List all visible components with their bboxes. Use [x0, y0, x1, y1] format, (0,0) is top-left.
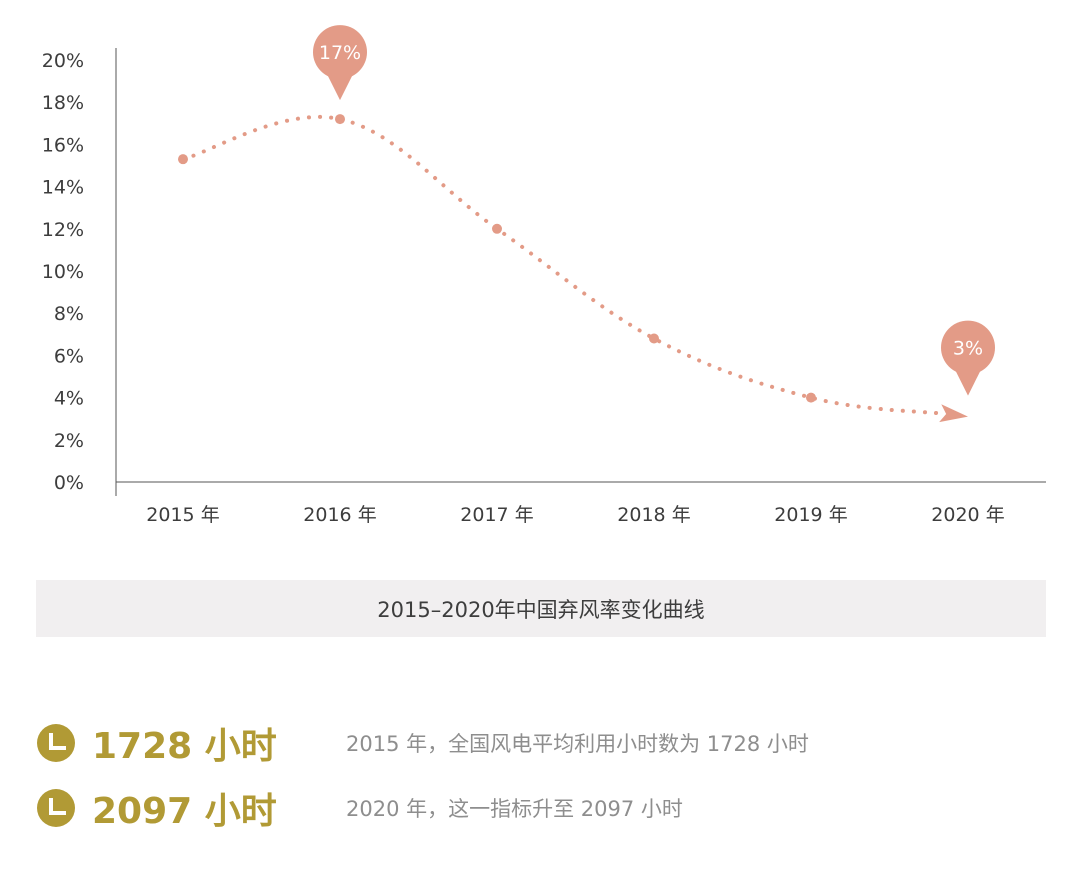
x-tick-label: 2019 年 — [774, 504, 847, 526]
callout-pointer — [327, 74, 353, 101]
x-axis: 2015 年 2016 年 2017 年 2018 年 2019 年 2020 年 — [116, 481, 1046, 526]
stat-row-2015: 1728 小时 2015 年，全国风电平均利用小时数为 1728 小时 — [36, 713, 1036, 773]
callout-pin: 3% — [941, 320, 995, 396]
y-tick-label: 2% — [54, 430, 84, 452]
arrow-end-marker — [939, 404, 968, 423]
x-tick-label: 2017 年 — [460, 504, 533, 526]
stat-description: 2015 年，全国风电平均利用小时数为 1728 小时 — [346, 732, 809, 756]
callout-pointer — [955, 369, 981, 396]
y-tick-label: 6% — [54, 345, 84, 367]
x-tick-label: 2016 年 — [303, 504, 376, 526]
chart-caption: 2015–2020年中国弃风率变化曲线 — [36, 580, 1046, 637]
x-tick-label: 2015 年 — [146, 504, 219, 526]
callouts: 17% 3% — [313, 25, 995, 396]
y-tick-label: 0% — [54, 472, 84, 494]
callout-label: 17% — [319, 42, 361, 64]
stat-value: 1728 小时 — [92, 726, 277, 767]
stat-row-2020: 2097 小时 2020 年，这一指标升至 2097 小时 — [36, 778, 1036, 838]
x-tick-label: 2018 年 — [617, 504, 690, 526]
stat-description: 2020 年，这一指标升至 2097 小时 — [346, 797, 683, 821]
callout-bubble — [941, 320, 995, 375]
callout-pin: 17% — [313, 25, 367, 101]
pie-chart-icon — [37, 789, 75, 827]
y-tick-label: 18% — [42, 92, 84, 114]
callout-bubble — [313, 25, 367, 80]
y-tick-label: 20% — [42, 50, 84, 72]
data-point — [492, 223, 502, 234]
y-tick-label: 12% — [42, 219, 84, 241]
y-tick-label: 16% — [42, 134, 84, 156]
data-point — [649, 333, 659, 344]
y-tick-label: 4% — [54, 388, 84, 410]
x-tick-label: 2020 年 — [931, 504, 1004, 526]
y-tick-label: 8% — [54, 303, 84, 325]
stat-value: 2097 小时 — [92, 791, 277, 832]
series-line — [178, 114, 968, 423]
series-line-path — [181, 114, 949, 416]
pie-chart-icon — [37, 724, 75, 762]
data-point — [806, 392, 816, 403]
y-tick-label: 14% — [42, 177, 84, 199]
data-point — [335, 114, 345, 125]
callout-label: 3% — [953, 338, 983, 360]
line-chart: 0% 2% 4% 6% 8% 10% 12% 14% 16% 18% 20% 2015 年 2016 … — [42, 25, 1046, 526]
y-axis: 0% 2% 4% 6% 8% 10% 12% 14% 16% 18% 20% — [42, 48, 117, 496]
y-tick-label: 10% — [42, 261, 84, 283]
data-point — [178, 154, 188, 165]
